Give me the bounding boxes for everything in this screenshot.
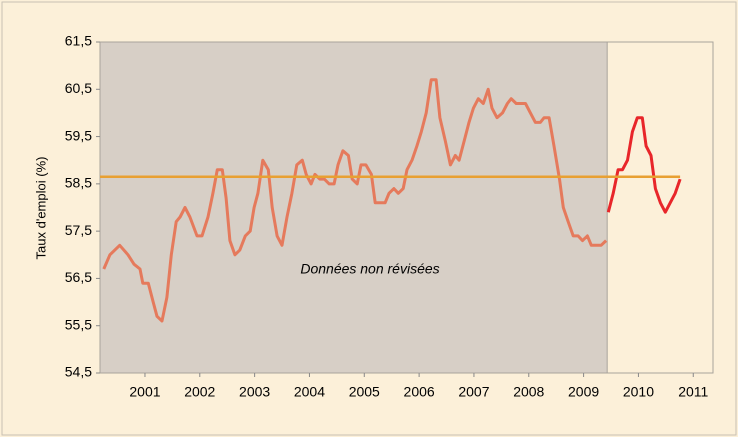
y-tick-label: 58,5 (65, 175, 92, 191)
x-tick-label: 2008 (513, 384, 544, 400)
x-tick-label: 2004 (294, 384, 325, 400)
x-tick-label: 2007 (458, 384, 489, 400)
annotation: Données non révisées (300, 261, 439, 277)
x-tick-label: 2003 (239, 384, 270, 400)
x-tick-label: 2009 (568, 384, 599, 400)
y-tick-label: 60,5 (65, 80, 92, 96)
shaded-region (99, 41, 608, 374)
line-series (102, 78, 608, 323)
x-tick-label: 2011 (678, 384, 708, 400)
y-tick-label: 54,5 (65, 364, 92, 380)
y-tick-label: 55,5 (65, 316, 92, 332)
y-tick-label: 57,5 (65, 222, 92, 238)
x-tick-label: 2006 (404, 384, 435, 400)
y-tick-label: 56,5 (65, 269, 92, 285)
y-axis-label: Taux d'emploi (%) (33, 157, 48, 260)
line-series (606, 116, 682, 214)
y-tick-label: 61,5 (65, 33, 92, 49)
x-tick-label: 2002 (184, 384, 215, 400)
y-tick-label: 59,5 (65, 127, 92, 143)
x-tick-label: 2005 (349, 384, 380, 400)
x-tick-label: 2001 (129, 384, 160, 400)
x-tick-label: 2010 (623, 384, 654, 400)
